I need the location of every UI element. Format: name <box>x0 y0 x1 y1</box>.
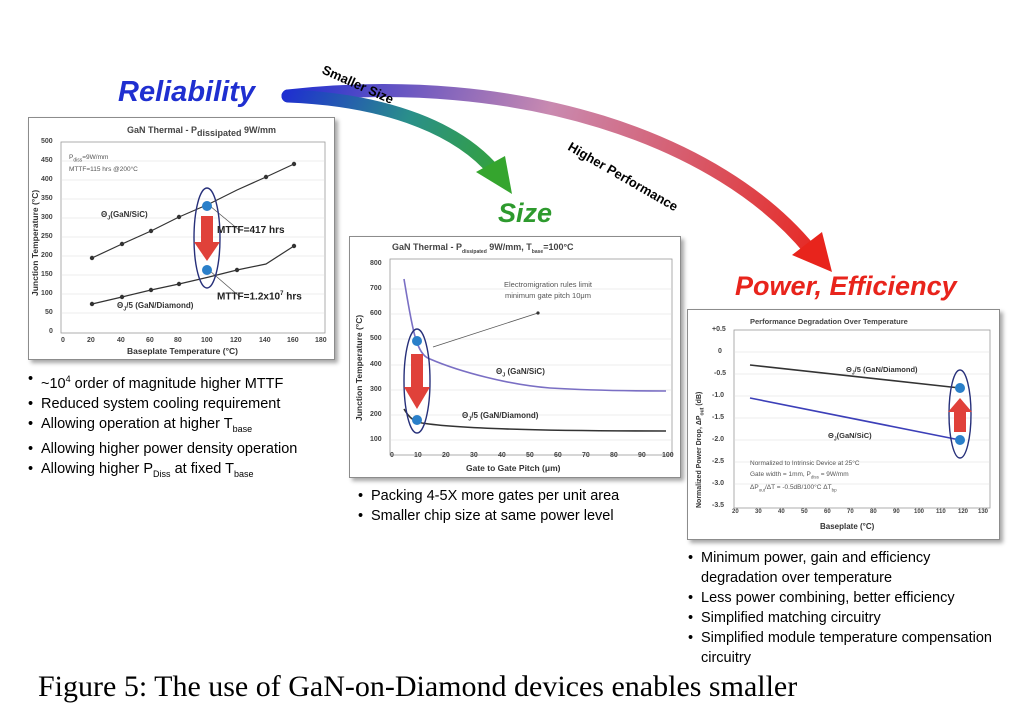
up-arrow <box>948 398 972 432</box>
series-label-gan-sic: ΘJ(GaN/SiC) <box>101 210 148 222</box>
highlight-ellipse <box>193 187 221 289</box>
y-axis-label: Junction Temperature (°C) <box>354 314 364 421</box>
marker-gan-sic <box>955 435 965 445</box>
marker-gan-sic <box>412 336 422 346</box>
marker-gan-sic <box>202 201 212 211</box>
heading-power-efficiency: Power, Efficiency <box>735 271 957 301</box>
list-item: Less power combining, better efficiency <box>688 588 1008 608</box>
reliability-bullets: ~104 order of magnitude higher MTTF Redu… <box>28 369 297 484</box>
transition-arrows <box>281 84 832 272</box>
highlight-ellipse <box>403 328 431 434</box>
marker-gan-diamond <box>202 265 212 275</box>
list-item: Allowing operation at higher Tbase <box>28 414 297 439</box>
size-bullets: Packing 4-5X more gates per unit area Sm… <box>358 486 619 526</box>
chart-note: Normalized to Intrinsic Device at 25°C G… <box>750 460 860 493</box>
chart-note: Electromigration rules limit minimum gate… <box>504 280 592 300</box>
series-gan-diamond-points <box>89 243 297 307</box>
power-chart-svg <box>733 329 991 509</box>
series-gan-sic-line <box>91 163 295 259</box>
series-label-gan-sic: ΘJ (GaN/SiC) <box>496 367 545 379</box>
y-axis-label: Normalized Power Drop, ΔPout (dB) <box>696 391 706 508</box>
arrow-to-power <box>281 84 817 257</box>
arrow-head-size <box>476 156 512 194</box>
chart-title: GaN Thermal - Pdissipated 9W/mm <box>127 125 277 138</box>
list-item: Simplified matching circuitry <box>688 608 1008 628</box>
heading-reliability: Reliability <box>118 76 255 108</box>
chart-note: Pdiss=9W/mm MTTF=115 hrs @200°C <box>69 154 138 174</box>
chart-title: GaN Thermal - Pdissipated 9W/mm, Tbase=1… <box>392 242 574 255</box>
reliability-chart-svg <box>60 141 326 334</box>
size-chart-panel: GaN Thermal - Pdissipated 9W/mm, Tbase=1… <box>349 236 681 478</box>
list-item: Allowing higher PDiss at fixed Tbase <box>28 459 297 484</box>
series-label-gan-diamond: ΘJ/5 (GaN/Diamond) <box>846 365 918 377</box>
series-gan-sic-points <box>89 161 297 261</box>
list-item: Reduced system cooling requirement <box>28 394 297 414</box>
down-arrow <box>194 216 220 261</box>
heading-size: Size <box>498 198 553 228</box>
mttf-label-2: MTTF=1.2x107 hrs <box>217 291 302 303</box>
mttf-label-1: MTTF=417 hrs <box>217 225 285 236</box>
series-gan-diamond-line <box>91 245 295 305</box>
list-item: Allowing higher power density operation <box>28 439 297 459</box>
series-label-gan-diamond: ΘJ/5 (GaN/Diamond) <box>117 301 194 313</box>
highlight-ellipse <box>948 369 972 459</box>
list-item: Packing 4-5X more gates per unit area <box>358 486 619 506</box>
chart-title: Performance Degradation Over Temperature <box>750 317 908 326</box>
x-axis-label: Baseplate Temperature (°C) <box>127 346 238 356</box>
series-gan-diamond-line <box>403 408 667 432</box>
series-label-gan-sic: ΘJ(GaN/SiC) <box>828 431 872 443</box>
series-gan-diamond-line <box>749 364 961 389</box>
down-arrow <box>404 354 430 409</box>
x-axis-label: Gate to Gate Pitch (μm) <box>466 463 561 473</box>
power-chart-panel: Performance Degradation Over Temperature… <box>687 309 1000 540</box>
figure-caption: Figure 5: The use of GaN-on-Diamond devi… <box>38 670 798 703</box>
power-bullets: Minimum power, gain and efficiency degra… <box>688 548 1008 668</box>
arrow-to-size <box>281 89 502 179</box>
arrow-head-power <box>792 232 832 272</box>
size-chart-svg <box>389 258 673 456</box>
series-label-gan-diamond: ΘJ/5 (GaN/Diamond) <box>462 411 539 423</box>
list-item: ~104 order of magnitude higher MTTF <box>28 369 297 394</box>
y-axis-label: Junction Temperature (°C) <box>30 189 40 296</box>
list-item: Minimum power, gain and efficiency degra… <box>688 548 1008 588</box>
list-item: Simplified module temperature compensati… <box>688 628 1008 668</box>
marker-gan-diamond <box>412 415 422 425</box>
reliability-chart-panel: GaN Thermal - Pdissipated 9W/mm Pdiss=9W… <box>28 117 335 360</box>
list-item: Smaller chip size at same power level <box>358 506 619 526</box>
series-gan-sic-line <box>749 397 961 441</box>
x-axis-label: Baseplate (°C) <box>820 522 875 531</box>
marker-gan-diamond <box>955 383 965 393</box>
